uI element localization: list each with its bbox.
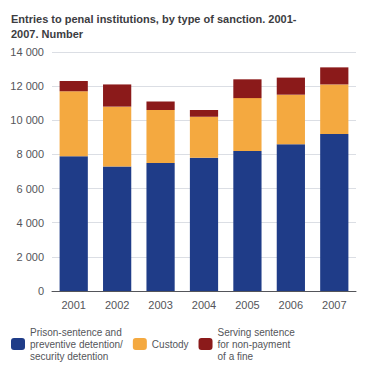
svg-text:12 000: 12 000	[10, 80, 44, 92]
svg-text:2007: 2007	[322, 299, 346, 311]
svg-text:Serving sentence: Serving sentence	[218, 327, 296, 338]
svg-text:2 000: 2 000	[16, 251, 44, 263]
svg-text:2002: 2002	[105, 299, 129, 311]
svg-text:Prison-sentence and: Prison-sentence and	[30, 327, 122, 338]
svg-text:2006: 2006	[279, 299, 303, 311]
svg-text:security detention: security detention	[30, 351, 108, 362]
svg-text:4 000: 4 000	[16, 217, 44, 229]
svg-text:for non-payment: for non-payment	[218, 339, 291, 350]
svg-text:10 000: 10 000	[10, 114, 44, 126]
svg-text:2004: 2004	[192, 299, 216, 311]
svg-text:preventive detention/: preventive detention/	[30, 339, 123, 350]
svg-text:Entries to penal institutions,: Entries to penal institutions, by type o…	[11, 13, 297, 25]
svg-text:of a fine: of a fine	[218, 351, 254, 362]
svg-text:Custody: Custody	[152, 339, 189, 350]
svg-text:2005: 2005	[235, 299, 259, 311]
svg-text:8 000: 8 000	[16, 148, 44, 160]
svg-text:2003: 2003	[148, 299, 172, 311]
svg-text:2001: 2001	[61, 299, 85, 311]
svg-text:14 000: 14 000	[10, 46, 44, 58]
svg-text:6 000: 6 000	[16, 183, 44, 195]
svg-text:0: 0	[38, 285, 44, 297]
svg-text:2007. Number: 2007. Number	[11, 28, 84, 40]
